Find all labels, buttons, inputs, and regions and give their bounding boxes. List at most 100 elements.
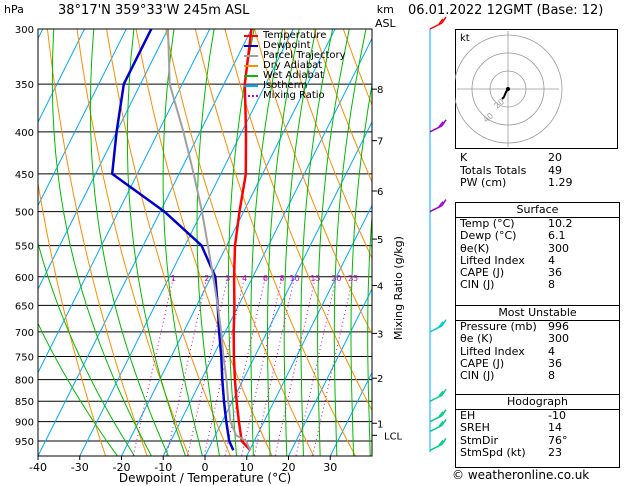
mixing-ratio-label: 20 bbox=[331, 274, 341, 283]
pressure-tick-label: 400 bbox=[15, 128, 34, 139]
wind-barb bbox=[429, 125, 443, 133]
mixing-ratio-label: 6 bbox=[263, 274, 268, 283]
hpa-axis-label: hPa bbox=[4, 3, 24, 16]
temp-tick-label: 0 bbox=[202, 461, 209, 474]
stat-value: 8 bbox=[548, 369, 555, 383]
stat-row: Pressure (mb) 996 bbox=[456, 320, 619, 333]
isotherm-line bbox=[162, 37, 372, 456]
surface-box: Surface Temp (°C) 10.2 Dewp (°C) 6.1 θe(K) 30… bbox=[455, 202, 620, 306]
wind-barb bbox=[429, 325, 443, 333]
wet-adiabat-line bbox=[196, 29, 220, 456]
wind-barb bbox=[429, 204, 443, 213]
x-axis-label: Dewpoint / Temperature (°C) bbox=[119, 471, 291, 485]
wind-barb-flag bbox=[438, 439, 444, 446]
pressure-tick-label: 450 bbox=[15, 170, 34, 181]
stat-key: CIN (J) bbox=[460, 278, 495, 292]
index-key: PW (cm) bbox=[460, 176, 507, 189]
isotherm-line bbox=[329, 371, 372, 456]
legend-item: Wet Adiabat bbox=[244, 71, 346, 81]
stat-key: EH bbox=[460, 409, 476, 422]
stat-key: Lifted Index bbox=[460, 253, 525, 267]
stat-value: 8 bbox=[548, 278, 555, 292]
wind-barb-flag bbox=[438, 121, 444, 128]
stat-row: CAPE (J) 36 bbox=[456, 266, 619, 280]
legend-label: Dry Adiabat bbox=[263, 60, 323, 71]
wind-barb bbox=[429, 443, 443, 451]
wind-barb bbox=[429, 424, 443, 433]
stat-value: 300 bbox=[548, 241, 569, 255]
stat-row: CIN (J) 8 bbox=[456, 369, 619, 383]
pressure-tick-label: 600 bbox=[15, 273, 34, 284]
wind-barb-flag bbox=[438, 420, 444, 427]
legend-item: Parcel Trajectory bbox=[244, 51, 346, 61]
km-tick-label: 2 bbox=[377, 374, 383, 385]
wind-barb-flag bbox=[441, 199, 447, 206]
stat-row: Lifted Index 4 bbox=[456, 344, 619, 358]
stat-key: Temp (°C) bbox=[460, 217, 515, 230]
pressure-tick-label: 750 bbox=[15, 353, 34, 364]
legend-label: Dewpoint bbox=[263, 40, 311, 51]
wet-adiabat-line bbox=[51, 29, 153, 456]
pressure-tick-label: 850 bbox=[15, 397, 34, 408]
mixing-ratio-line bbox=[253, 276, 296, 456]
copyright-text: © weatheronline.co.uk bbox=[452, 468, 590, 482]
km-tick-label: LCL bbox=[384, 431, 403, 442]
stat-value: 6.1 bbox=[548, 229, 566, 243]
mixing-ratio-label: 3 bbox=[225, 274, 230, 283]
stat-row: EH -10 bbox=[456, 409, 619, 422]
wet-adiabat-line bbox=[350, 81, 372, 456]
stat-row: θe (K) 300 bbox=[456, 332, 619, 346]
stat-key: StmSpd (kt) bbox=[460, 445, 526, 459]
km-tick-label: 1 bbox=[377, 419, 383, 430]
temp-tick-label: -10 bbox=[154, 461, 172, 474]
mixing-ratio-label: 4 bbox=[242, 274, 247, 283]
stat-key: CAPE (J) bbox=[460, 356, 505, 370]
isotherm-line bbox=[120, 29, 336, 456]
wind-barb-flag bbox=[441, 437, 447, 445]
wet-adiabat-line bbox=[38, 241, 136, 456]
stat-row: Temp (°C) 10.2 bbox=[456, 217, 619, 230]
mixing-ratio-label: 25 bbox=[348, 274, 358, 283]
stat-key: StmDir bbox=[460, 433, 499, 447]
series-line-temperature bbox=[232, 29, 253, 452]
index-row: PW (cm) 1.29 bbox=[456, 176, 607, 190]
asl-text: ASL bbox=[375, 17, 396, 30]
mixing-ratio-label: 8 bbox=[280, 274, 285, 283]
wind-barb-flag bbox=[441, 16, 447, 24]
wind-barb-flag bbox=[438, 18, 444, 25]
legend-swatch bbox=[244, 55, 258, 57]
stat-key: CIN (J) bbox=[460, 369, 495, 383]
legend-item: Mixing Ratio bbox=[244, 91, 346, 101]
temp-tick-label: 10 bbox=[240, 461, 254, 474]
wet-adiabat-line bbox=[367, 210, 372, 456]
km-tick-label: 8 bbox=[377, 85, 383, 96]
wet-adiabat-line bbox=[227, 29, 255, 456]
wind-barb-flag bbox=[441, 319, 447, 327]
stat-row: StmSpd (kt) 23 bbox=[456, 445, 619, 459]
wind-barb bbox=[429, 22, 443, 30]
stat-row: Dewp (°C) 6.1 bbox=[456, 229, 619, 243]
stat-row: CAPE (J) 36 bbox=[456, 356, 619, 370]
stat-value: 4 bbox=[548, 344, 555, 358]
pressure-tick-label: 350 bbox=[15, 80, 34, 91]
wind-barb bbox=[429, 415, 443, 423]
wet-adiabat-line bbox=[300, 29, 334, 456]
dry-adiabat-line bbox=[283, 29, 372, 260]
temp-tick-label: -40 bbox=[29, 461, 47, 474]
stat-key: Dewp (°C) bbox=[460, 229, 517, 243]
isotherm-line bbox=[204, 120, 372, 456]
stat-value: 10.2 bbox=[548, 217, 573, 230]
stat-value: 76° bbox=[548, 433, 568, 447]
wind-barb-flag bbox=[438, 201, 444, 208]
stat-key: θe(K) bbox=[460, 241, 490, 255]
stat-key: θe (K) bbox=[460, 332, 493, 346]
legend-item: Dry Adiabat bbox=[244, 61, 346, 71]
pressure-tick-label: 650 bbox=[15, 301, 34, 312]
wind-barb-flag bbox=[441, 419, 447, 426]
pressure-tick-label: 550 bbox=[15, 242, 34, 253]
dry-adiabat-line bbox=[46, 29, 148, 456]
stat-key: CAPE (J) bbox=[460, 266, 505, 280]
stat-value: 300 bbox=[548, 332, 569, 346]
km-text: km bbox=[376, 3, 394, 16]
